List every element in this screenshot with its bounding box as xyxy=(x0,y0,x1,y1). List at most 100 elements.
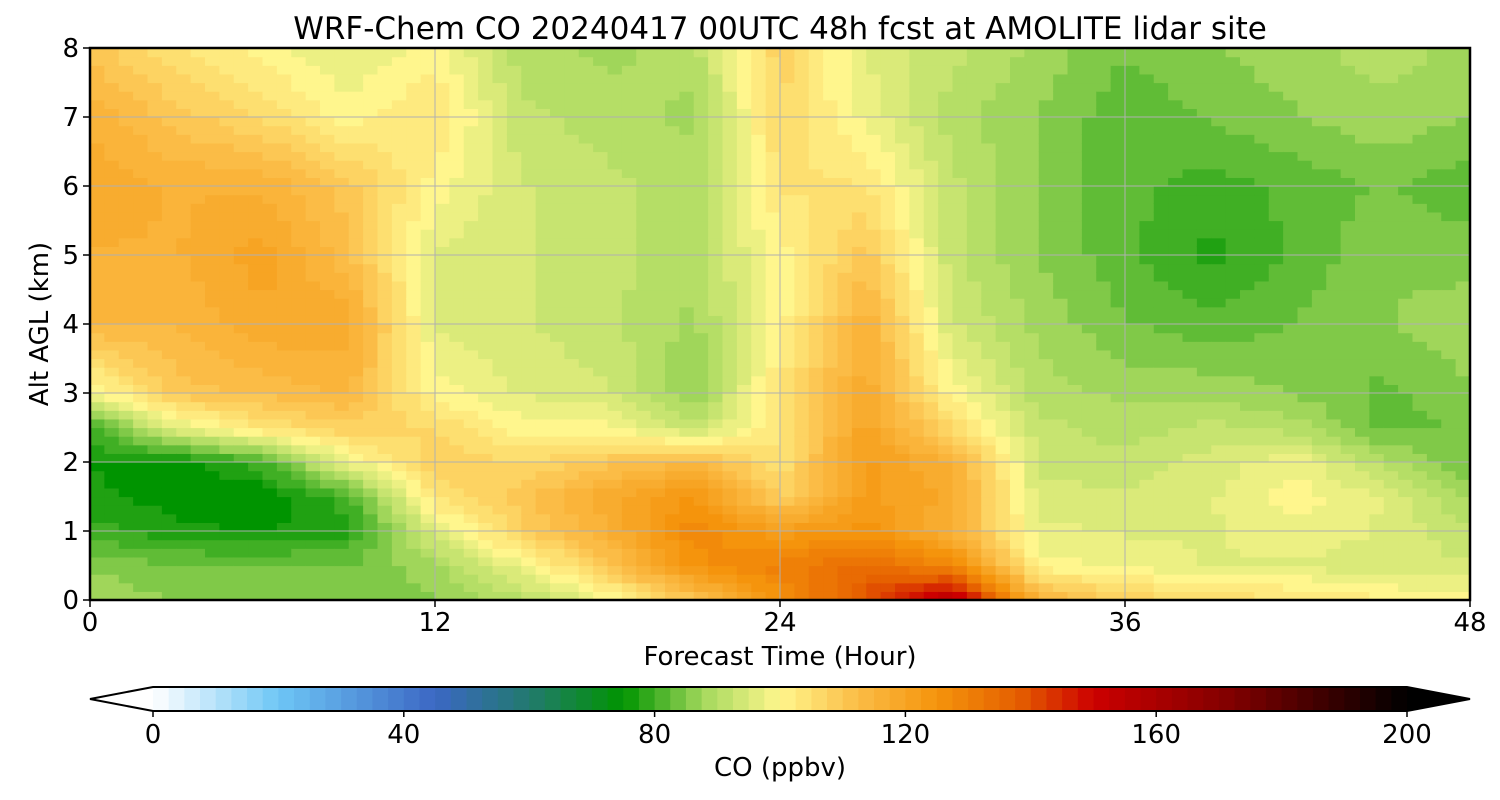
heatmap-cell xyxy=(880,384,896,394)
heatmap-cell xyxy=(133,582,149,592)
heatmap-cell xyxy=(1168,99,1184,109)
heatmap-cell xyxy=(161,539,177,549)
heatmap-cell xyxy=(334,367,350,377)
heatmap-cell xyxy=(1067,548,1083,558)
heatmap-cell xyxy=(176,358,192,368)
heatmap-cell xyxy=(1125,582,1140,592)
heatmap-cell xyxy=(578,574,594,584)
heatmap-cell xyxy=(1139,496,1155,506)
heatmap-cell xyxy=(478,65,494,75)
heatmap-cell xyxy=(147,186,163,196)
heatmap-cell xyxy=(866,168,882,178)
heatmap-cell xyxy=(161,263,177,273)
heatmap-cell xyxy=(104,289,120,299)
heatmap-cell xyxy=(435,513,450,523)
heatmap-cell xyxy=(276,522,292,532)
heatmap-cell xyxy=(521,220,537,230)
heatmap-cell xyxy=(90,591,105,600)
heatmap-cell xyxy=(391,384,407,394)
heatmap-cell xyxy=(233,410,249,420)
heatmap-cell xyxy=(521,393,537,403)
heatmap-cell xyxy=(1125,367,1140,377)
heatmap-cell xyxy=(420,65,436,75)
heatmap-cell xyxy=(90,280,105,291)
heatmap-cell xyxy=(334,134,350,144)
heatmap-cell xyxy=(1125,410,1140,420)
heatmap-cell xyxy=(607,99,623,109)
heatmap-cell xyxy=(923,48,939,58)
heatmap-cell xyxy=(837,280,853,291)
heatmap-cell xyxy=(765,108,781,118)
heatmap-cell xyxy=(1125,539,1140,549)
heatmap-cell xyxy=(262,255,278,265)
heatmap-cell xyxy=(1168,393,1184,403)
heatmap-cell xyxy=(708,160,724,170)
heatmap-cell xyxy=(363,496,379,506)
heatmap-cell xyxy=(391,505,407,515)
heatmap-cell xyxy=(1096,280,1112,291)
heatmap-cell xyxy=(305,436,321,446)
heatmap-cell xyxy=(564,237,580,247)
heatmap-cell xyxy=(923,462,939,472)
heatmap-cell xyxy=(1010,186,1025,196)
heatmap-cell xyxy=(866,229,882,239)
heatmap-cell xyxy=(808,358,824,368)
heatmap-cell xyxy=(1096,151,1112,161)
heatmap-cell xyxy=(823,591,839,600)
heatmap-cell xyxy=(1182,349,1198,360)
heatmap-cell xyxy=(851,453,867,463)
heatmap-cell xyxy=(1139,289,1155,299)
heatmap-cell xyxy=(1081,117,1097,127)
heatmap-cell xyxy=(650,289,666,299)
heatmap-cell xyxy=(276,65,292,75)
heatmap-cell xyxy=(478,220,494,230)
heatmap-cell xyxy=(219,125,235,135)
heatmap-cell xyxy=(1139,574,1155,584)
heatmap-cell xyxy=(377,574,393,584)
heatmap-cell xyxy=(233,539,249,549)
heatmap-cell xyxy=(564,505,580,515)
heatmap-cell xyxy=(593,444,609,454)
heatmap-cell xyxy=(190,367,206,377)
heatmap-cell xyxy=(837,306,853,316)
heatmap-cell xyxy=(966,349,982,360)
heatmap-cell xyxy=(1024,48,1040,58)
heatmap-cell xyxy=(794,168,810,178)
heatmap-cell xyxy=(952,384,968,394)
heatmap-cell xyxy=(866,375,882,385)
heatmap-cell xyxy=(909,531,925,541)
heatmap-cell xyxy=(535,505,551,515)
heatmap-cell xyxy=(1196,556,1212,567)
heatmap-cell xyxy=(463,548,479,558)
heatmap-cell xyxy=(765,280,781,291)
heatmap-cell xyxy=(607,496,623,506)
heatmap-cell xyxy=(291,306,307,316)
heatmap-cell xyxy=(161,117,177,127)
heatmap-cell xyxy=(550,99,565,109)
heatmap-cell xyxy=(406,220,422,230)
heatmap-cell xyxy=(435,48,450,58)
heatmap-cell xyxy=(780,418,795,429)
heatmap-cell xyxy=(334,349,350,360)
heatmap-cell xyxy=(981,565,997,575)
heatmap-cell xyxy=(952,91,968,101)
heatmap-cell xyxy=(1096,168,1112,178)
heatmap-cell xyxy=(248,142,264,153)
heatmap-cell xyxy=(420,91,436,101)
heatmap-cell xyxy=(650,470,666,480)
heatmap-cell xyxy=(1196,522,1212,532)
heatmap-cell xyxy=(463,134,479,144)
heatmap-cell xyxy=(1196,263,1212,273)
heatmap-cell xyxy=(923,513,939,523)
heatmap-cell xyxy=(420,531,436,541)
heatmap-cell xyxy=(1024,168,1040,178)
heatmap-cell xyxy=(147,151,163,161)
heatmap-cell xyxy=(794,237,810,247)
heatmap-cell xyxy=(90,255,105,265)
heatmap-cell xyxy=(665,298,680,308)
heatmap-cell xyxy=(118,306,134,316)
heatmap-cell xyxy=(90,393,105,403)
heatmap-cell xyxy=(765,358,781,368)
heatmap-cell xyxy=(391,548,407,558)
heatmap-cell xyxy=(1053,91,1069,101)
